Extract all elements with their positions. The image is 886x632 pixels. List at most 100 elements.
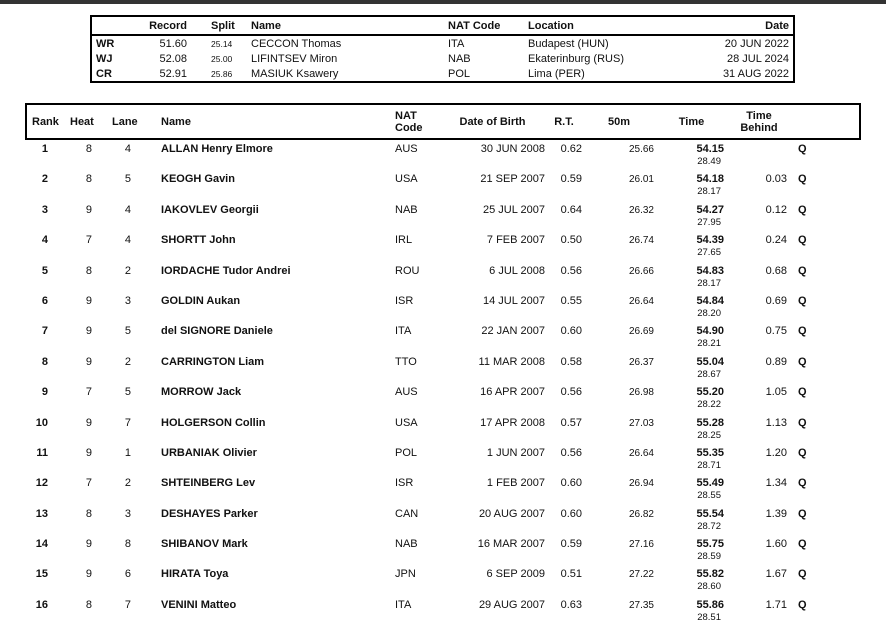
result-row: 6 9 3 GOLDIN Aukan ISR 14 JUL 2007 0.55 … — [27, 293, 859, 323]
time-behind-cell: 1.67 — [765, 568, 787, 581]
record-row: WR 51.60 25.14 CECCON Thomas ITA Budapes… — [92, 36, 793, 51]
qualified-badge: Q — [798, 234, 807, 247]
record-nat-cell: POL — [448, 67, 471, 80]
split-50m-cell: 27.03 — [628, 417, 654, 429]
split-50m-cell: 25.66 — [628, 144, 654, 155]
rank-cell: 14 — [35, 538, 48, 551]
rank-cell: 1 — [41, 143, 48, 155]
result-row: 1 8 4 ALLAN Henry Elmore AUS 30 JUN 2008… — [27, 141, 859, 171]
lane-cell: 3 — [124, 507, 131, 520]
result-row: 7 9 5 del SIGNORE Daniele ITA 22 JAN 200… — [27, 323, 859, 353]
final-time-value: 54.27 — [696, 203, 724, 216]
reaction-time-cell: 0.56 — [560, 264, 582, 277]
swimmer-name-cell: VENINI Matteo — [161, 598, 237, 611]
record-split-cell: 25.00 — [211, 53, 233, 64]
reaction-time-cell: 0.64 — [560, 203, 582, 216]
results-header-rank: Rank — [32, 115, 59, 128]
swimmer-name-cell: URBANIAK Olivier — [161, 446, 257, 459]
time-behind-cell: 1.20 — [765, 446, 787, 459]
final-time-cell: 55.35 28.71 — [655, 445, 728, 471]
final-time-value: 55.49 — [696, 477, 724, 490]
time-behind-cell: 0.12 — [765, 203, 787, 216]
final-time-cell: 54.39 27.65 — [655, 232, 728, 258]
qualified-badge: Q — [798, 477, 807, 490]
heat-cell: 8 — [85, 143, 92, 155]
lane-cell: 7 — [124, 416, 131, 429]
date-of-birth-cell: 7 FEB 2007 — [486, 234, 545, 247]
final-time-cell: 55.86 28.51 — [655, 597, 728, 623]
final-time-cell: 55.49 28.55 — [655, 475, 728, 501]
nat-code-cell: ITA — [395, 598, 412, 611]
record-location-cell: Ekaterinburg (RUS) — [528, 52, 624, 65]
final-time-cell: 55.20 28.22 — [655, 384, 728, 410]
second-50-split: 28.22 — [697, 399, 721, 411]
heat-cell: 9 — [85, 568, 92, 581]
split-50m-cell: 26.69 — [628, 326, 654, 338]
final-time-cell: 55.82 28.60 — [655, 566, 728, 592]
qualified-badge: Q — [798, 386, 807, 399]
final-time-value: 55.20 — [696, 386, 724, 399]
lane-cell: 1 — [124, 446, 131, 459]
lane-cell: 2 — [124, 264, 131, 277]
rank-cell: 9 — [41, 386, 48, 399]
date-of-birth-cell: 16 MAR 2007 — [477, 538, 545, 551]
reaction-time-cell: 0.56 — [560, 446, 582, 459]
record-name-cell: MASIUK Ksawery — [251, 67, 339, 80]
final-time-cell: 54.83 28.17 — [655, 263, 728, 289]
final-time-value: 54.18 — [696, 173, 724, 186]
reaction-time-cell: 0.57 — [560, 416, 582, 429]
nat-code-cell: ISR — [395, 477, 414, 490]
swimmer-name-cell: HIRATA Toya — [161, 568, 229, 581]
qualified-badge: Q — [798, 507, 807, 520]
record-tag-cell: WR — [96, 37, 115, 50]
heat-cell: 7 — [85, 386, 92, 399]
heat-cell: 8 — [85, 264, 92, 277]
records-rows: WR 51.60 25.14 CECCON Thomas ITA Budapes… — [92, 36, 793, 81]
record-time-cell: 52.08 — [159, 52, 187, 65]
final-time-cell: 54.84 28.20 — [655, 293, 728, 319]
date-of-birth-cell: 6 JUL 2008 — [489, 264, 545, 277]
final-time-cell: 55.54 28.72 — [655, 506, 728, 532]
second-50-split: 28.49 — [697, 156, 721, 167]
split-50m-cell: 26.64 — [628, 447, 654, 459]
final-time-value: 54.15 — [696, 143, 724, 155]
second-50-split: 28.21 — [697, 338, 721, 350]
time-behind-cell: 0.03 — [765, 173, 787, 186]
result-row: 15 9 6 HIRATA Toya JPN 6 SEP 2009 0.51 2… — [27, 566, 859, 596]
record-nat-cell: NAB — [448, 52, 471, 65]
reaction-time-cell: 0.59 — [560, 538, 582, 551]
second-50-split: 28.51 — [697, 611, 721, 623]
split-50m-cell: 27.16 — [628, 539, 654, 551]
time-behind-cell: 0.68 — [765, 264, 787, 277]
second-50-split: 27.65 — [697, 247, 721, 259]
second-50-split: 28.17 — [697, 277, 721, 289]
results-header-nat-code: NAT Code — [395, 109, 423, 134]
records-table: Record Split Name NAT Code Location Date… — [90, 15, 795, 83]
second-50-split: 28.72 — [697, 520, 721, 532]
rank-cell: 12 — [35, 477, 48, 490]
lane-cell: 3 — [124, 294, 131, 307]
reaction-time-cell: 0.60 — [560, 507, 582, 520]
record-location-cell: Budapest (HUN) — [528, 37, 609, 50]
record-nat-cell: ITA — [448, 37, 465, 50]
time-behind-cell — [728, 141, 790, 167]
lane-cell: 8 — [124, 538, 131, 551]
date-of-birth-cell: 21 SEP 2007 — [480, 173, 545, 186]
heat-cell: 9 — [85, 446, 92, 459]
lane-cell: 4 — [124, 234, 131, 247]
results-header-50m: 50m — [607, 115, 631, 128]
results-header-time: Time — [678, 115, 705, 128]
rank-cell: 7 — [41, 325, 48, 338]
records-header-split: Split — [211, 19, 235, 32]
results-table: 1 8 4 ALLAN Henry Elmore AUS 30 JUN 2008… — [27, 141, 859, 627]
date-of-birth-cell: 16 APR 2007 — [480, 386, 545, 399]
final-time-cell: 54.15 28.49 — [655, 141, 728, 167]
date-of-birth-cell: 22 JAN 2007 — [481, 325, 545, 338]
time-behind-cell: 1.13 — [765, 416, 787, 429]
result-row: 5 8 2 IORDACHE Tudor Andrei ROU 6 JUL 20… — [27, 263, 859, 293]
heat-cell: 9 — [85, 203, 92, 216]
final-time-value: 55.75 — [696, 538, 724, 551]
heat-cell: 8 — [85, 598, 92, 611]
heat-cell: 8 — [85, 507, 92, 520]
nat-code-cell: ROU — [395, 264, 420, 277]
